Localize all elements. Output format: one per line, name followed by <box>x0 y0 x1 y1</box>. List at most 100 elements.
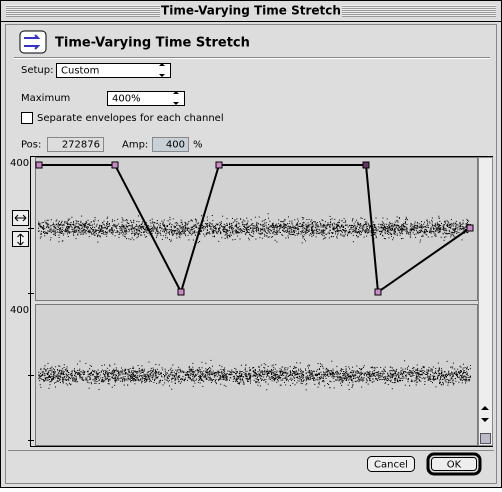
sample-dot <box>258 371 259 372</box>
sample-dot <box>79 224 80 225</box>
sample-dot <box>266 232 267 233</box>
sample-dot <box>365 232 366 233</box>
sample-dot <box>209 377 210 378</box>
sample-dot <box>150 229 151 230</box>
sample-dot <box>268 237 269 238</box>
sample-dot <box>250 376 251 377</box>
sample-dot <box>319 377 320 378</box>
sample-dot <box>456 233 457 234</box>
sample-dot <box>145 374 146 375</box>
sample-dot <box>440 382 441 383</box>
sample-dot <box>207 379 208 380</box>
sample-dot <box>251 224 252 225</box>
sample-dot <box>108 375 109 376</box>
sample-dot <box>271 225 272 226</box>
sample-dot <box>57 374 58 375</box>
sample-dot <box>40 373 41 374</box>
sample-dot <box>421 227 422 228</box>
sample-dot <box>397 378 398 379</box>
sample-dot <box>450 227 451 228</box>
sample-dot <box>46 222 47 223</box>
sample-dot <box>280 377 281 378</box>
sample-dot <box>284 225 285 226</box>
sample-dot <box>47 230 48 231</box>
sample-dot <box>372 382 373 383</box>
sample-dot <box>139 228 140 229</box>
scrollbar[interactable] <box>479 158 493 446</box>
sample-dot <box>432 231 433 232</box>
sample-dot <box>452 232 453 233</box>
sample-dot <box>336 230 337 231</box>
sample-dot <box>133 375 134 376</box>
sample-dot <box>96 371 97 372</box>
sample-dot <box>245 371 246 372</box>
sample-dot <box>420 230 421 231</box>
sample-dot <box>275 374 276 375</box>
sample-dot <box>112 219 113 220</box>
sample-dot <box>162 224 163 225</box>
sample-dot <box>418 233 419 234</box>
sample-dot <box>41 234 42 235</box>
sample-dot <box>336 236 337 237</box>
sample-dot <box>439 380 440 381</box>
maximum-popup[interactable]: 400% <box>108 91 185 106</box>
sample-dot <box>468 369 469 370</box>
sample-dot <box>377 372 378 373</box>
sample-dot <box>239 232 240 233</box>
sample-dot <box>213 236 214 237</box>
sample-dot <box>227 238 228 239</box>
sample-dot <box>424 378 425 379</box>
sample-dot <box>105 378 106 379</box>
sample-dot <box>354 225 355 226</box>
sample-dot <box>362 379 363 380</box>
sample-dot <box>279 228 280 229</box>
sample-dot <box>389 227 390 228</box>
zoom-vertical-button[interactable] <box>13 232 29 247</box>
sample-dot <box>397 233 398 234</box>
sample-dot <box>111 373 112 374</box>
sample-dot <box>273 226 274 227</box>
sample-dot <box>199 234 200 235</box>
sample-dot <box>341 368 342 369</box>
sample-dot <box>329 233 330 234</box>
sample-dot <box>219 227 220 228</box>
sample-dot <box>432 375 433 376</box>
sample-dot <box>77 364 78 365</box>
sample-dot <box>363 225 364 226</box>
sample-dot <box>455 228 456 229</box>
sample-dot <box>156 372 157 373</box>
sample-dot <box>420 240 421 241</box>
sample-dot <box>393 237 394 238</box>
sample-dot <box>376 236 377 237</box>
sample-dot <box>346 230 347 231</box>
sample-dot <box>460 370 461 371</box>
sample-dot <box>232 229 233 230</box>
zoom-horizontal-button[interactable] <box>13 211 29 226</box>
sample-dot <box>440 228 441 229</box>
sample-dot <box>244 231 245 232</box>
sample-dot <box>94 379 95 380</box>
sample-dot <box>60 379 61 380</box>
sample-dot <box>135 377 136 378</box>
sample-dot <box>322 232 323 233</box>
sample-dot <box>382 221 383 222</box>
sample-dot <box>172 378 173 379</box>
sample-dot <box>213 225 214 226</box>
sample-dot <box>322 366 323 367</box>
setup-popup[interactable]: Custom <box>57 63 171 78</box>
sample-dot <box>65 231 66 232</box>
zoom-box[interactable] <box>481 434 491 444</box>
sample-dot <box>293 376 294 377</box>
sample-dot <box>295 384 296 385</box>
sample-dot <box>326 378 327 379</box>
sample-dot <box>152 223 153 224</box>
sample-dot <box>440 374 441 375</box>
sample-dot <box>375 368 376 369</box>
sample-dot <box>70 225 71 226</box>
sample-dot <box>289 231 290 232</box>
sample-dot <box>302 230 303 231</box>
separate-checkbox[interactable] <box>22 113 33 124</box>
sample-dot <box>452 234 453 235</box>
sample-dot <box>115 232 116 233</box>
sample-dot <box>246 232 247 233</box>
